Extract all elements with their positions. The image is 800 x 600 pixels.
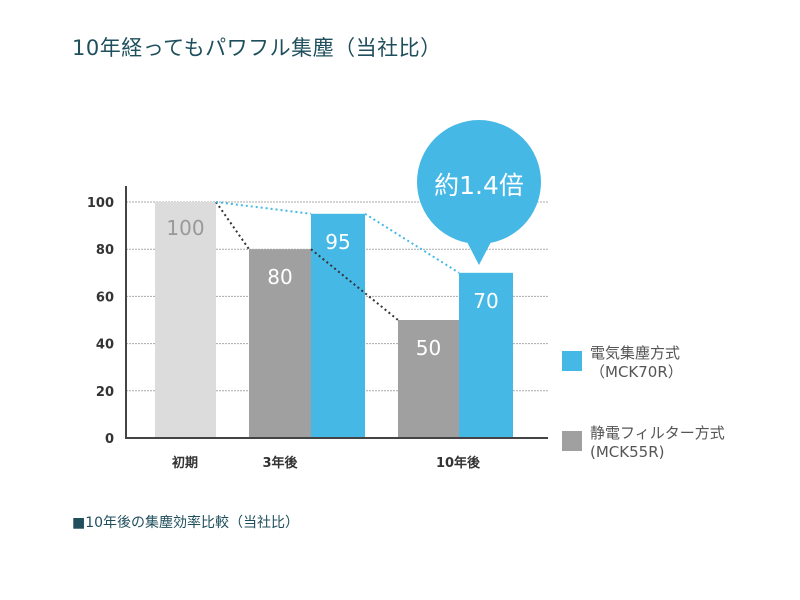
y-tick-label: 80 bbox=[96, 243, 114, 258]
data-label: 100 bbox=[166, 216, 204, 240]
legend-label: 静電フィルター方式 bbox=[590, 424, 725, 442]
bar-filter bbox=[398, 320, 459, 438]
bar-initial bbox=[155, 202, 216, 438]
data-label: 70 bbox=[473, 289, 498, 313]
legend-item-electric: 電気集塵方式 （MCK70R） bbox=[562, 344, 683, 382]
trend-line-filter bbox=[310, 248, 399, 321]
y-tick-label: 0 bbox=[105, 432, 114, 447]
legend-swatch-gray bbox=[562, 431, 582, 451]
legend-item-filter: 静電フィルター方式 (MCK55R) bbox=[562, 424, 725, 462]
trend-line-electric bbox=[215, 201, 312, 215]
bar-filter bbox=[249, 249, 311, 438]
footnote: ■10年後の集塵効率比較（当社比） bbox=[72, 515, 300, 531]
callout-text: 約1.4倍 bbox=[434, 171, 524, 200]
legend-swatch-blue bbox=[562, 351, 582, 371]
y-tick-label: 100 bbox=[87, 196, 114, 211]
legend-model: (MCK55R) bbox=[590, 443, 665, 461]
data-label: 80 bbox=[267, 265, 292, 289]
x-tick-label: 3年後 bbox=[262, 455, 298, 471]
y-tick-label: 40 bbox=[96, 338, 114, 353]
x-tick-label: 10年後 bbox=[436, 455, 481, 471]
trend-line-electric bbox=[364, 212, 460, 274]
legend-label: 電気集塵方式 bbox=[590, 344, 681, 362]
legend-model: （MCK70R） bbox=[590, 363, 683, 381]
trend-line-filter bbox=[215, 201, 250, 250]
y-tick-label: 60 bbox=[96, 290, 114, 305]
x-tick-label: 初期 bbox=[172, 455, 198, 471]
callout-bubble bbox=[417, 120, 541, 244]
y-tick-label: 20 bbox=[96, 385, 114, 400]
data-label: 95 bbox=[325, 230, 350, 254]
data-label: 50 bbox=[416, 336, 441, 360]
bar-electric bbox=[459, 272, 513, 438]
page-title: 10年経ってもパワフル集塵（当社比） bbox=[72, 36, 442, 60]
bar-electric bbox=[311, 213, 365, 438]
callout-pointer bbox=[466, 240, 492, 265]
